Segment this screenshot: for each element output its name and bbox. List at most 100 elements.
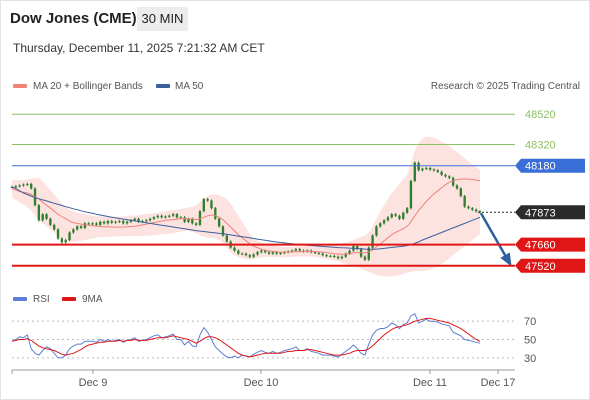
instrument-title: Dow Jones (CME) bbox=[10, 10, 137, 27]
candle-body bbox=[432, 169, 436, 171]
candle-body bbox=[110, 221, 113, 223]
candle-body bbox=[168, 215, 171, 217]
candle-body bbox=[45, 214, 48, 219]
candle-body bbox=[363, 256, 367, 260]
candle-body bbox=[390, 214, 393, 218]
rsi-line bbox=[11, 313, 481, 359]
candle-body bbox=[478, 211, 482, 213]
level-tag-48180 bbox=[515, 158, 585, 173]
candle-body bbox=[279, 252, 282, 254]
candle-body bbox=[95, 223, 98, 225]
candle-body bbox=[187, 218, 190, 222]
candle-body bbox=[356, 246, 359, 250]
candle-body bbox=[206, 199, 209, 201]
level-tag-47660 bbox=[515, 237, 585, 252]
candle-body bbox=[22, 184, 25, 186]
candle-body bbox=[18, 185, 21, 187]
ma50-line bbox=[11, 186, 481, 250]
candle-body bbox=[440, 171, 443, 175]
candle-body bbox=[60, 238, 64, 243]
candle-body bbox=[221, 226, 225, 236]
candle-body bbox=[375, 226, 378, 236]
candle-body bbox=[118, 221, 121, 223]
candle-body bbox=[348, 250, 351, 254]
candle-body bbox=[448, 176, 451, 178]
candle-body bbox=[106, 221, 110, 224]
level-label-47873: 47873 bbox=[525, 207, 556, 219]
candle-body bbox=[267, 252, 271, 254]
price-levels: 48520 48320 48180 47873 47660 47520 bbox=[12, 109, 585, 273]
level-label-48320: 48320 bbox=[525, 140, 556, 152]
candle-body bbox=[156, 215, 159, 218]
candle-body bbox=[321, 253, 324, 256]
candle-body bbox=[474, 209, 478, 212]
ma20-legend-label: MA 20 + Bollinger Bands bbox=[33, 81, 143, 92]
candle-body bbox=[179, 217, 182, 219]
candle-body bbox=[467, 206, 470, 209]
candle-body bbox=[26, 183, 29, 185]
candle-body bbox=[99, 221, 102, 225]
candle-body bbox=[237, 250, 240, 254]
ma9-legend-label: 9MA bbox=[82, 294, 103, 305]
candle-body bbox=[198, 211, 202, 225]
candle-body bbox=[64, 240, 67, 243]
candle-body bbox=[49, 218, 52, 225]
candle-body bbox=[417, 162, 420, 171]
x-tick-label: Dec 17 bbox=[481, 377, 516, 389]
ma20-legend-swatch bbox=[13, 84, 27, 88]
candle-body bbox=[210, 200, 213, 209]
candle-body bbox=[214, 208, 217, 219]
candle-body bbox=[240, 253, 244, 255]
candle-body bbox=[83, 223, 87, 228]
candle-body bbox=[145, 220, 148, 222]
level-label-48520: 48520 bbox=[525, 109, 556, 121]
candle-body bbox=[271, 252, 275, 254]
candle-body bbox=[329, 255, 332, 257]
candle-body bbox=[290, 250, 294, 252]
candle-body bbox=[421, 168, 424, 171]
rsi-tick-30: 30 bbox=[524, 353, 536, 365]
candle-body bbox=[87, 223, 90, 225]
candle-body bbox=[225, 235, 228, 242]
candle-body bbox=[382, 220, 386, 224]
candle-body bbox=[386, 217, 390, 221]
candle-body bbox=[217, 218, 221, 227]
candle-body bbox=[183, 217, 186, 222]
candle-body bbox=[313, 252, 317, 254]
level-label-47660: 47660 bbox=[525, 240, 556, 252]
credit-text: Research © 2025 Trading Central bbox=[431, 81, 580, 92]
candle-body bbox=[413, 162, 416, 181]
candle-body bbox=[256, 252, 259, 255]
price-legend: MA 20 + Bollinger Bands MA 50 Research ©… bbox=[13, 81, 580, 92]
candle-body bbox=[252, 254, 255, 257]
candle-body bbox=[171, 214, 175, 216]
x-tick-label: Dec 11 bbox=[413, 377, 447, 389]
candle-body bbox=[14, 186, 18, 188]
level-label-48180: 48180 bbox=[525, 161, 556, 173]
rsi-legend-swatch bbox=[13, 297, 27, 301]
candle-body bbox=[459, 188, 462, 197]
candle-body bbox=[367, 247, 370, 260]
candle-body bbox=[264, 250, 267, 253]
candle-body bbox=[455, 185, 459, 189]
candle-body bbox=[409, 180, 413, 209]
candle-body bbox=[164, 216, 167, 218]
price-panel bbox=[10, 136, 512, 277]
candle-body bbox=[53, 224, 56, 230]
rsi-legend: RSI 9MA bbox=[13, 294, 103, 305]
candle-body bbox=[463, 196, 466, 207]
rsi-legend-label: RSI bbox=[33, 294, 50, 305]
candle-body bbox=[194, 223, 198, 225]
report-datetime: Thursday, December 11, 2025 7:21:32 AM C… bbox=[13, 41, 265, 55]
candle-body bbox=[102, 221, 106, 224]
candle-body bbox=[371, 235, 374, 248]
candle-body bbox=[233, 247, 236, 251]
candle-body bbox=[148, 218, 152, 221]
candle-body bbox=[244, 253, 248, 256]
candle-body bbox=[394, 214, 397, 216]
candle-body bbox=[125, 221, 129, 224]
candle-body bbox=[340, 256, 344, 259]
candle-body bbox=[425, 168, 428, 170]
candle-body bbox=[202, 199, 205, 212]
timeframe-badge[interactable]: 30 MIN bbox=[137, 7, 188, 31]
